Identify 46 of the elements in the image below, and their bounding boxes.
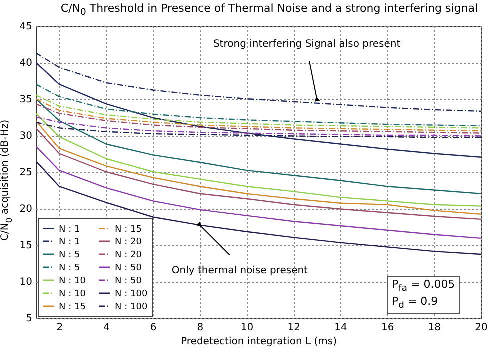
legend-label: N : 1 [59, 224, 80, 235]
y-tick-label: 20 [20, 204, 32, 215]
legend-label: N : 15 [59, 302, 86, 312]
annotation: Only thermal noise present [172, 265, 308, 276]
line-series [36, 62, 481, 158]
legend-label: N : 50 [115, 264, 142, 274]
legend-label: N : 5 [59, 250, 80, 260]
line-series [36, 116, 481, 137]
x-tick-label: 14 [334, 322, 348, 334]
annotation: Strong interfering Signal also present [213, 39, 401, 50]
legend-label: N : 10 [59, 276, 86, 286]
legend-label: N : 20 [115, 238, 142, 248]
x-tick-label: 18 [428, 322, 442, 334]
annotation: P$_{fa}$ = 0.005 [392, 278, 456, 294]
x-tick-label: 10 [240, 322, 254, 334]
legend-label: N : 20 [115, 250, 142, 260]
y-tick-label: 30 [20, 131, 32, 142]
legend-label: N : 100 [115, 290, 148, 300]
line-series [36, 84, 481, 127]
line-series [36, 98, 481, 194]
line-series [36, 146, 481, 240]
legend-label: N : 5 [59, 264, 80, 274]
legend-label: N : 1 [59, 238, 80, 248]
legend-label: N : 15 [115, 224, 142, 235]
y-tick-label: 40 [20, 58, 32, 69]
chart-title: C/N$_{0}$ Threshold in Presence of Thermal Noise and a strong interfering signal [60, 2, 480, 18]
y-tick-label: 45 [20, 22, 32, 32]
x-tick-label: 4 [104, 322, 110, 334]
legend-label: N : 10 [59, 290, 86, 300]
x-tick-label: 20 [475, 322, 488, 334]
x-axis-title: Predetection integration L (ms) [181, 336, 338, 348]
x-tick-label: 8 [197, 322, 204, 334]
y-tick-label: 15 [20, 240, 32, 252]
legend-label: N : 100 [115, 302, 148, 312]
y-tick-label: 5 [26, 314, 32, 324]
x-tick-label: 16 [381, 322, 394, 334]
x-tick-label: 6 [150, 322, 157, 334]
legend-label: N : 50 [115, 276, 142, 286]
y-tick-label: 10 [20, 277, 32, 288]
line-series [36, 104, 481, 134]
x-tick-label: 12 [288, 322, 300, 334]
y-tick-label: 35 [20, 94, 32, 106]
x-tick-label: 2 [56, 322, 64, 334]
y-tick-label: 25 [20, 168, 32, 178]
annotation: P$_{d}$ = 0.9 [392, 295, 438, 312]
line-series [36, 52, 481, 112]
